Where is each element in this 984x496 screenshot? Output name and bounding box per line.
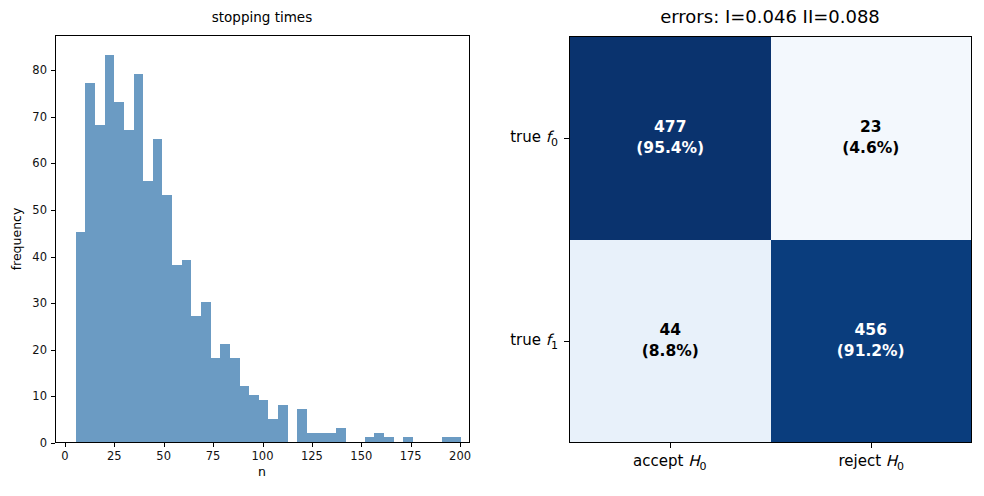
y-tick-label: 0 xyxy=(21,436,47,450)
histogram-title: stopping times xyxy=(212,9,312,25)
histogram-bar xyxy=(249,395,259,442)
matrix-cell-percent: (4.6%) xyxy=(842,138,899,159)
histogram-bar xyxy=(365,437,375,442)
matrix-row-label-1: true f1 xyxy=(496,331,558,352)
histogram-bar xyxy=(124,130,134,442)
x-tick xyxy=(263,443,264,447)
histogram-bar xyxy=(172,265,182,442)
y-tick xyxy=(51,163,55,164)
histogram-bar xyxy=(143,181,153,442)
histogram-bar xyxy=(403,437,413,442)
matrix-cell-count: 456 xyxy=(855,320,887,341)
y-tick-label: 60 xyxy=(21,156,47,170)
matrix-cell-count: 44 xyxy=(659,320,681,341)
histogram-bar xyxy=(201,302,211,442)
x-tick-label: 200 xyxy=(449,449,471,463)
y-tick xyxy=(51,350,55,351)
histogram-bar xyxy=(278,405,288,442)
matrix-col-label-0: accept H0 xyxy=(633,452,706,473)
histogram-bar xyxy=(268,419,278,442)
y-tick-label: 10 xyxy=(21,389,47,403)
histogram-plot-area xyxy=(55,35,470,443)
histogram-y-axis-label: frequency xyxy=(9,208,24,271)
x-tick-label: 125 xyxy=(301,449,323,463)
histogram-bar xyxy=(182,260,192,442)
histogram-bar xyxy=(95,125,105,442)
y-tick-label: 50 xyxy=(21,203,47,217)
matrix-cell-count: 23 xyxy=(860,117,882,138)
x-tick-label: 175 xyxy=(400,449,422,463)
matrix-col-tick xyxy=(670,443,671,448)
x-tick xyxy=(411,443,412,447)
y-tick-label: 80 xyxy=(21,63,47,77)
x-tick xyxy=(361,443,362,447)
figure-canvas: stopping times 0 25 50 75 100 125 150 175 200 0 10… xyxy=(0,0,984,496)
x-tick-label: 100 xyxy=(252,449,274,463)
y-tick xyxy=(51,303,55,304)
matrix-cell-count: 477 xyxy=(654,117,686,138)
y-tick-label: 70 xyxy=(21,110,47,124)
matrix-cell-r0c0: 477(95.4%) xyxy=(570,37,771,240)
matrix-cell-r1c0: 44(8.8%) xyxy=(570,240,771,443)
histogram-bar xyxy=(307,433,317,442)
x-tick xyxy=(114,443,115,447)
x-tick xyxy=(460,443,461,447)
x-tick xyxy=(213,443,214,447)
matrix-cell-percent: (91.2%) xyxy=(837,341,905,362)
y-tick-label: 30 xyxy=(21,296,47,310)
histogram-bar xyxy=(442,437,452,442)
y-tick-label: 40 xyxy=(21,250,47,264)
histogram-bar xyxy=(85,83,95,442)
histogram-bar xyxy=(451,437,461,442)
histogram-bar xyxy=(153,139,163,442)
histogram-bar xyxy=(240,386,250,442)
histogram-bar xyxy=(317,433,327,442)
histogram-bar xyxy=(134,74,144,442)
confusion-matrix-grid: 477(95.4%)23(4.6%)44(8.8%)456(91.2%) xyxy=(569,36,972,443)
matrix-cell-r1c1: 456(91.2%) xyxy=(771,240,972,443)
x-tick-label: 50 xyxy=(156,449,171,463)
matrix-col-label-1: reject H0 xyxy=(838,452,904,473)
y-tick xyxy=(51,210,55,211)
x-tick-label: 75 xyxy=(206,449,221,463)
y-tick xyxy=(51,257,55,258)
histogram-bar xyxy=(374,433,384,442)
x-tick-label: 150 xyxy=(350,449,372,463)
matrix-cell-percent: (95.4%) xyxy=(636,138,704,159)
y-tick xyxy=(51,396,55,397)
matrix-row-label-0: true f0 xyxy=(496,127,558,148)
histogram-bar xyxy=(384,437,394,442)
histogram-bar xyxy=(76,232,86,442)
matrix-row-tick xyxy=(564,138,569,139)
histogram-bar xyxy=(211,358,221,442)
histogram-bar xyxy=(105,55,115,442)
matrix-row-tick xyxy=(564,341,569,342)
x-tick xyxy=(65,443,66,447)
histogram-bar xyxy=(297,409,307,442)
histogram-x-axis-label: n xyxy=(258,464,266,479)
y-tick xyxy=(51,117,55,118)
y-tick xyxy=(51,443,55,444)
x-tick-label: 25 xyxy=(107,449,122,463)
matrix-col-tick xyxy=(871,443,872,448)
x-tick-label: 0 xyxy=(61,449,68,463)
histogram-bar xyxy=(162,195,172,442)
y-tick xyxy=(51,70,55,71)
histogram-bar xyxy=(191,316,201,442)
histogram-bar xyxy=(220,344,230,442)
y-tick-label: 20 xyxy=(21,343,47,357)
histogram-bar xyxy=(336,428,346,442)
histogram-bar xyxy=(114,102,124,442)
matrix-cell-r0c1: 23(4.6%) xyxy=(771,37,972,240)
x-tick xyxy=(164,443,165,447)
x-tick xyxy=(312,443,313,447)
matrix-cell-percent: (8.8%) xyxy=(642,341,699,362)
histogram-bar xyxy=(259,400,269,442)
histogram-bar xyxy=(230,358,240,442)
confusion-matrix-title: errors: I=0.046 II=0.088 xyxy=(660,6,880,27)
histogram-bar xyxy=(326,433,336,442)
